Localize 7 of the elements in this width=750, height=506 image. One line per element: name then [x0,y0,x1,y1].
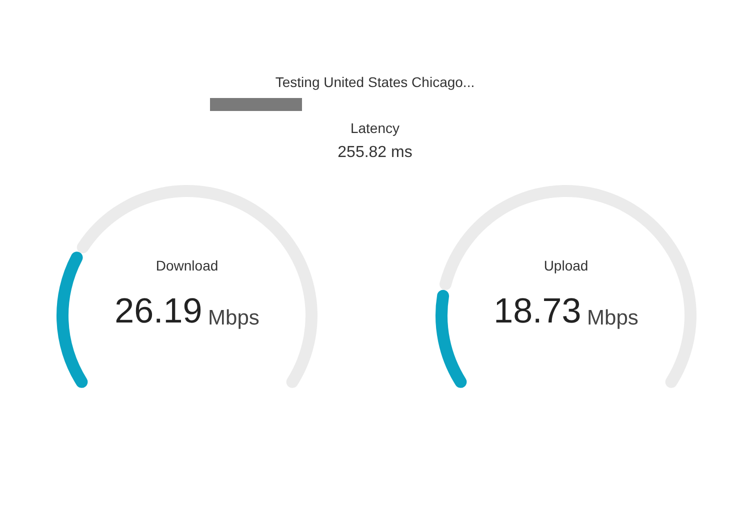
text: Upload [543,258,588,274]
text: 18.73 Mbps [493,292,638,330]
text: Testing United States Chicago... [275,74,475,90]
text: 26.19 Mbps [114,292,259,330]
text: Latency [350,120,400,136]
text: Download [155,258,218,274]
text: 255.82 ms [338,144,412,161]
